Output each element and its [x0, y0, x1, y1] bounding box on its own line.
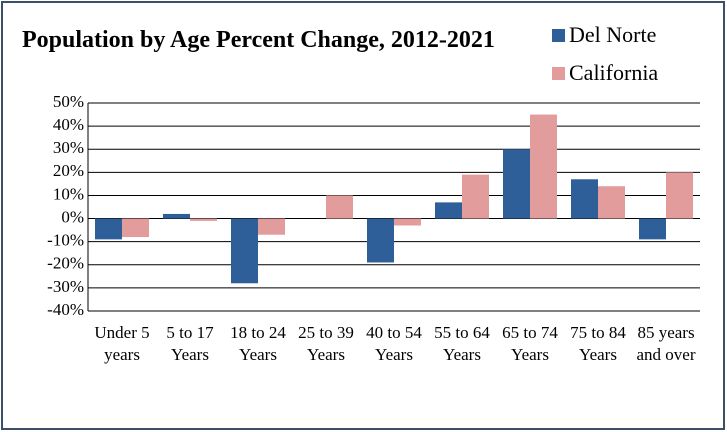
x-tick-label: Under 5 years	[94, 323, 150, 364]
bar	[598, 186, 625, 219]
bar	[231, 218, 258, 284]
x-tick-label: 40 to 54 Years	[366, 323, 422, 364]
bar	[190, 218, 217, 221]
y-tick-label: 40%	[53, 115, 84, 134]
bar	[571, 179, 598, 219]
y-tick-label: -30%	[47, 277, 84, 296]
bar	[530, 114, 557, 219]
bar	[435, 202, 462, 219]
y-tick-label: 50%	[53, 92, 84, 111]
legend-swatch	[552, 28, 565, 42]
x-tick-label: 25 to 39 Years	[298, 323, 354, 364]
x-tick-label: 55 to 64 Years	[434, 323, 490, 364]
y-tick-label: 10%	[53, 184, 84, 203]
bar	[122, 218, 149, 238]
y-tick-label: 20%	[53, 161, 84, 180]
bar	[367, 218, 394, 263]
y-tick-label: 30%	[53, 138, 84, 157]
legend-swatch	[552, 66, 565, 80]
y-tick-label: 0%	[61, 207, 84, 226]
bar	[639, 218, 666, 240]
y-tick-label: -40%	[47, 300, 84, 319]
legend-label: California	[569, 60, 659, 85]
bar	[95, 218, 122, 240]
x-tick-label: 85 years and over	[636, 323, 696, 364]
legend-item: California	[552, 60, 658, 86]
legend-item: Del Norte	[552, 22, 656, 48]
bar	[394, 218, 421, 226]
bar	[258, 218, 285, 235]
legend-label: Del Norte	[569, 22, 657, 47]
x-tick-label: 5 to 17 Years	[166, 323, 214, 364]
bar	[503, 149, 530, 219]
y-tick-label: -10%	[47, 231, 84, 250]
bar	[666, 172, 693, 219]
x-tick-label: 18 to 24 Years	[230, 323, 286, 364]
bar	[326, 195, 353, 219]
x-tick-label: 75 to 84 Years	[570, 323, 626, 364]
bar	[163, 213, 190, 219]
y-tick-label: -20%	[47, 254, 84, 273]
x-tick-label: 65 to 74 Years	[502, 323, 558, 364]
bar	[462, 174, 489, 219]
chart-title: Population by Age Percent Change, 2012-2…	[22, 27, 495, 53]
